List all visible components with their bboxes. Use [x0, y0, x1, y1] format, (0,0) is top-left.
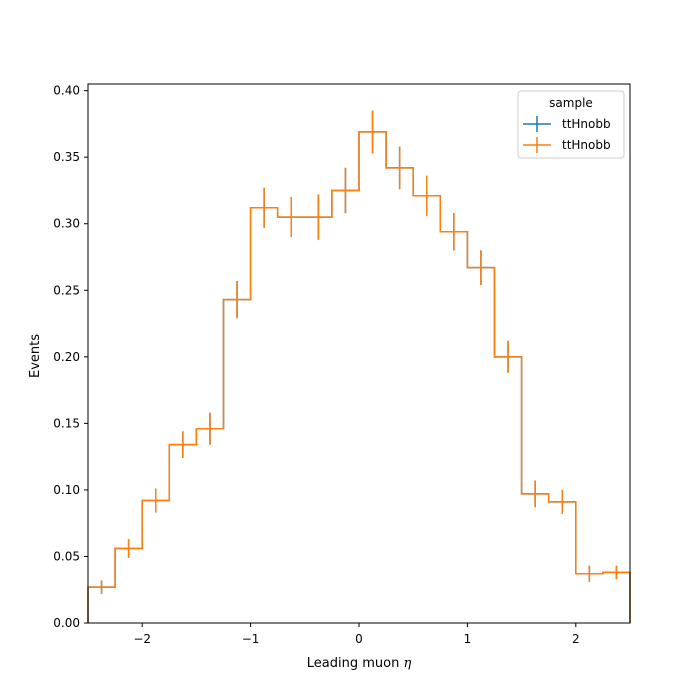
- y-tick-label: 0.20: [53, 350, 80, 364]
- legend: sample ttHnobb ttHnobb: [517, 90, 625, 159]
- y-tick-label: 0.40: [53, 84, 80, 98]
- y-tick-label: 0.15: [53, 416, 80, 430]
- x-tick-label: −2: [133, 632, 151, 646]
- y-tick-label: 0.30: [53, 217, 80, 231]
- series-2: [87, 110, 631, 623]
- x-axis-label: Leading muon η: [307, 656, 412, 671]
- legend-box: [517, 90, 625, 159]
- x-tick-label: 2: [572, 632, 580, 646]
- legend-label: ttHnobb: [562, 138, 611, 152]
- y-tick-label: 0.05: [53, 549, 80, 563]
- legend-item: ttHnobb: [523, 116, 611, 132]
- x-tick-label: 0: [355, 632, 363, 646]
- legend-label: ttHnobb: [562, 117, 611, 131]
- histogram-step-line: [87, 131, 631, 623]
- x-tick-label: −1: [242, 632, 260, 646]
- x-tick-label: 1: [464, 632, 472, 646]
- y-axis-label: Events: [28, 334, 43, 378]
- legend-item: ttHnobb: [523, 137, 611, 153]
- y-tick-label: 0.25: [53, 283, 80, 297]
- plot-area: [87, 83, 631, 624]
- histogram-step-line: [87, 131, 631, 623]
- y-tick-label: 0.00: [53, 616, 80, 630]
- y-tick-label: 0.10: [53, 483, 80, 497]
- x-axis: −2 −1 0 1 2: [133, 623, 580, 646]
- y-tick-label: 0.35: [53, 150, 80, 164]
- legend-title: sample: [549, 96, 593, 110]
- y-axis: 0.00 0.05 0.10 0.15 0.20 0.25 0.30 0.35 0.40: [53, 84, 88, 630]
